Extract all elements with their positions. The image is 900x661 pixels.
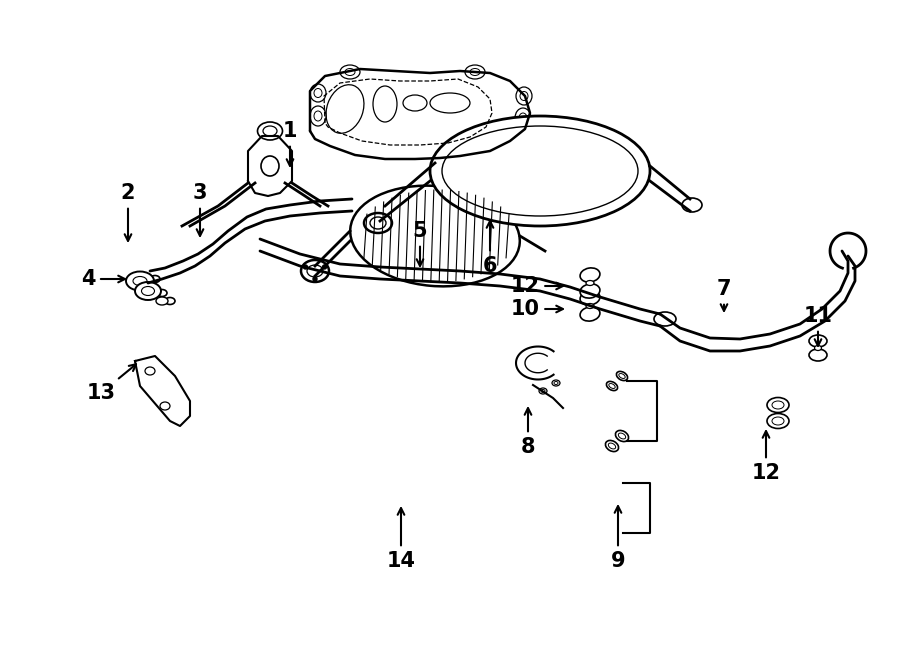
Ellipse shape	[580, 291, 600, 305]
Ellipse shape	[314, 89, 322, 98]
Ellipse shape	[314, 111, 322, 121]
Ellipse shape	[539, 388, 547, 394]
Polygon shape	[310, 69, 530, 159]
Ellipse shape	[160, 402, 170, 410]
Ellipse shape	[767, 414, 789, 428]
Ellipse shape	[519, 113, 527, 123]
Ellipse shape	[580, 268, 600, 282]
Ellipse shape	[554, 381, 558, 385]
Ellipse shape	[586, 303, 594, 309]
Ellipse shape	[516, 87, 532, 105]
Ellipse shape	[606, 440, 618, 451]
Ellipse shape	[135, 282, 161, 300]
Ellipse shape	[141, 275, 153, 283]
Text: 8: 8	[521, 408, 535, 457]
Text: 12: 12	[752, 431, 780, 483]
Ellipse shape	[809, 335, 827, 347]
Ellipse shape	[145, 367, 155, 375]
Ellipse shape	[608, 383, 616, 389]
Text: 12: 12	[510, 276, 562, 296]
Ellipse shape	[307, 265, 323, 277]
Polygon shape	[248, 136, 292, 196]
Ellipse shape	[515, 108, 531, 128]
Ellipse shape	[350, 186, 520, 286]
Ellipse shape	[430, 116, 650, 226]
Text: 2: 2	[121, 183, 135, 241]
Circle shape	[322, 265, 327, 269]
Ellipse shape	[541, 389, 545, 393]
Text: 4: 4	[81, 269, 125, 289]
Ellipse shape	[520, 91, 528, 100]
Ellipse shape	[150, 276, 160, 282]
Text: 1: 1	[283, 121, 297, 166]
Text: 7: 7	[716, 279, 731, 311]
Ellipse shape	[586, 280, 594, 286]
Ellipse shape	[767, 397, 789, 412]
Ellipse shape	[616, 371, 627, 381]
Ellipse shape	[580, 284, 600, 298]
Ellipse shape	[619, 373, 625, 379]
Ellipse shape	[156, 297, 168, 305]
Ellipse shape	[809, 349, 827, 361]
Polygon shape	[135, 356, 190, 426]
Ellipse shape	[442, 126, 638, 216]
Ellipse shape	[616, 430, 628, 442]
Ellipse shape	[814, 346, 822, 350]
Ellipse shape	[345, 69, 355, 75]
Text: 9: 9	[611, 506, 625, 571]
Ellipse shape	[301, 260, 329, 282]
Ellipse shape	[263, 126, 277, 136]
Circle shape	[303, 265, 308, 269]
Text: 5: 5	[413, 221, 428, 266]
Text: 14: 14	[386, 508, 416, 571]
Ellipse shape	[165, 297, 175, 305]
Ellipse shape	[370, 217, 386, 229]
Ellipse shape	[133, 276, 147, 286]
Text: 11: 11	[804, 306, 833, 346]
Ellipse shape	[141, 286, 155, 295]
Text: 3: 3	[193, 183, 207, 236]
Ellipse shape	[682, 198, 702, 212]
Ellipse shape	[654, 312, 676, 326]
Ellipse shape	[430, 93, 470, 113]
Ellipse shape	[261, 156, 279, 176]
Text: 10: 10	[510, 299, 562, 319]
Ellipse shape	[465, 65, 485, 79]
Ellipse shape	[340, 65, 360, 79]
Ellipse shape	[373, 86, 397, 122]
Ellipse shape	[607, 381, 617, 391]
Ellipse shape	[310, 84, 326, 102]
Ellipse shape	[608, 443, 616, 449]
Ellipse shape	[772, 401, 784, 409]
Ellipse shape	[126, 272, 154, 290]
Ellipse shape	[470, 69, 480, 75]
Text: 6: 6	[482, 221, 497, 276]
Ellipse shape	[257, 122, 283, 140]
Ellipse shape	[364, 213, 392, 233]
Ellipse shape	[403, 95, 427, 111]
Ellipse shape	[310, 106, 326, 126]
Ellipse shape	[552, 380, 560, 386]
Ellipse shape	[157, 290, 167, 297]
Ellipse shape	[148, 289, 160, 297]
Text: 13: 13	[86, 364, 136, 403]
Ellipse shape	[326, 85, 364, 134]
Ellipse shape	[618, 433, 626, 439]
Ellipse shape	[772, 417, 784, 425]
Circle shape	[313, 277, 317, 281]
Ellipse shape	[580, 307, 600, 321]
